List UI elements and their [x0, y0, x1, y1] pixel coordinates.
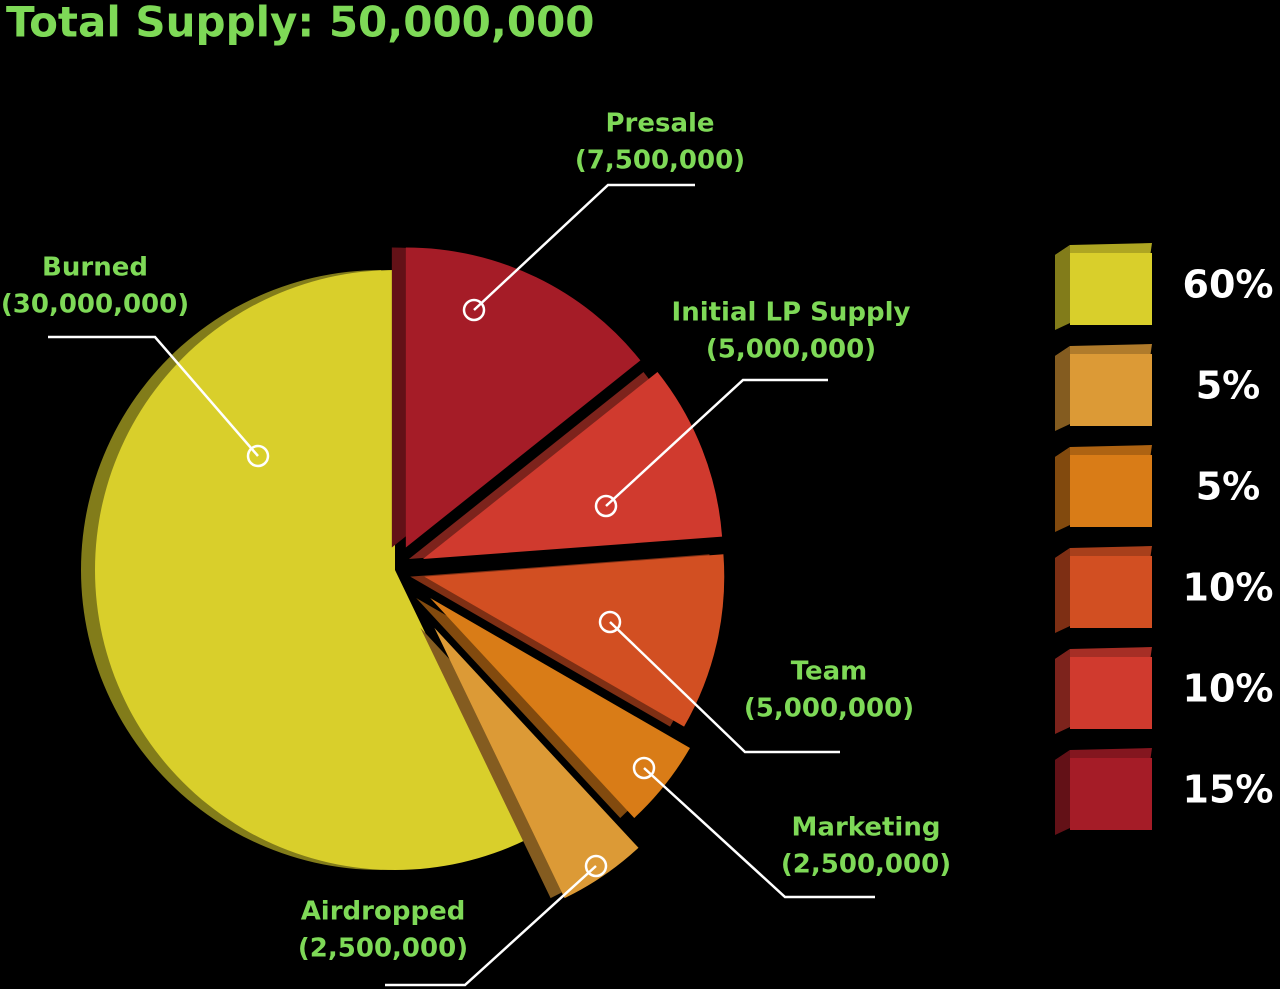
- slice: [405, 247, 641, 548]
- leader-line: [385, 865, 597, 987]
- legend-box-side: [1055, 548, 1070, 633]
- slice: [422, 371, 723, 560]
- legend-label: 15%: [1183, 768, 1274, 812]
- legend-label: 10%: [1183, 566, 1274, 610]
- legend-box: [1070, 556, 1152, 628]
- slice: [430, 598, 690, 818]
- legend-label: 10%: [1183, 667, 1274, 711]
- legend-box: [1070, 455, 1152, 527]
- slice-value: (7,500,000): [575, 146, 745, 176]
- slice-value: (2,500,000): [781, 850, 951, 880]
- leader-line: [643, 767, 875, 899]
- leader-dot: [598, 610, 622, 634]
- legend-box-side: [1055, 346, 1070, 431]
- leader-line: [609, 621, 840, 754]
- legend-label: 60%: [1183, 263, 1274, 307]
- slice: [434, 627, 639, 899]
- legend-box-side: [1055, 750, 1070, 835]
- slice-value: (5,000,000): [706, 335, 876, 365]
- slice-name: Presale: [605, 109, 714, 139]
- legend-box: [1070, 354, 1152, 426]
- leader-dot: [632, 756, 656, 780]
- leader-dot: [584, 854, 608, 878]
- slice: [424, 554, 725, 727]
- legend-label: 5%: [1196, 465, 1261, 509]
- leader-dot: [462, 298, 486, 322]
- slice-value: (5,000,000): [744, 694, 914, 724]
- slice-name: Burned: [42, 253, 148, 283]
- legend-box: [1070, 657, 1152, 729]
- leader-line: [473, 183, 695, 311]
- slice: [94, 270, 526, 870]
- legend-box-side: [1055, 447, 1070, 532]
- slice-name: Team: [791, 657, 868, 687]
- legend-box: [1070, 758, 1152, 830]
- slice-value: (2,500,000): [298, 934, 468, 964]
- slice-value: (30,000,000): [1, 290, 189, 320]
- leader-dot: [246, 444, 270, 468]
- slice-name: Airdropped: [301, 897, 466, 927]
- legend-box-side: [1055, 245, 1070, 330]
- chart-title: Total Supply: 50,000,000: [6, 0, 595, 47]
- leader-dot: [594, 494, 618, 518]
- leader-line: [605, 378, 828, 507]
- slice-name: Marketing: [792, 813, 941, 843]
- legend-box-side: [1055, 649, 1070, 734]
- slice-name: Initial LP Supply: [672, 298, 911, 328]
- legend-label: 5%: [1196, 364, 1261, 408]
- legend-box: [1070, 253, 1152, 325]
- leader-line: [48, 335, 259, 457]
